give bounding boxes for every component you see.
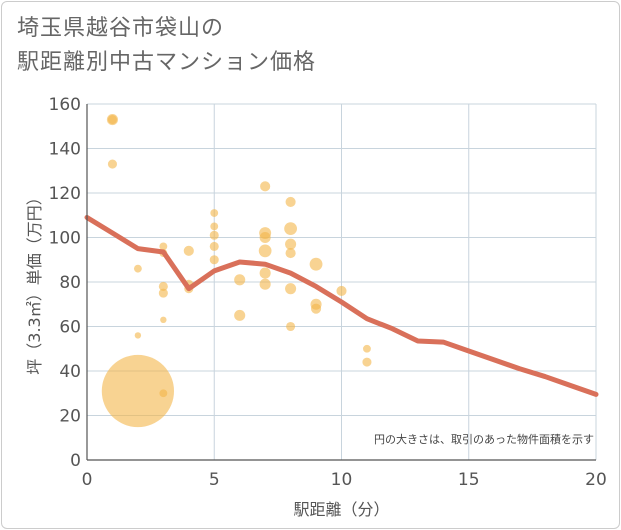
title-line-2: 駅距離別中古マンション価格 <box>17 50 317 75</box>
x-tick-label: 0 <box>82 470 93 490</box>
data-bubble <box>310 303 322 314</box>
data-bubble <box>209 241 219 251</box>
tick-labels: 0 20 40 60 80 100 120 140 160 0 5 10 15 20 <box>49 95 607 490</box>
data-bubble <box>234 274 246 286</box>
y-tick-label: 40 <box>59 362 81 382</box>
data-bubble <box>159 389 168 398</box>
x-tick-label: 15 <box>458 470 480 490</box>
data-bubble <box>210 209 219 217</box>
data-bubble <box>259 267 271 279</box>
data-bubble <box>363 344 371 353</box>
data-bubble <box>260 181 271 192</box>
data-bubble <box>209 230 219 240</box>
data-bubble <box>285 238 297 250</box>
data-bubble <box>309 257 323 271</box>
data-bubble <box>107 159 117 169</box>
data-bubble <box>209 255 219 265</box>
data-bubble <box>258 244 272 258</box>
x-tick-label: 10 <box>331 470 353 490</box>
trend-line <box>84 214 599 397</box>
data-bubble <box>284 222 297 236</box>
data-bubble <box>285 248 296 259</box>
data-bubble <box>259 278 271 290</box>
data-bubble <box>107 115 117 125</box>
y-axis-label: 坪（3.3㎡）単価（万円） <box>25 189 44 374</box>
data-bubble <box>285 283 297 295</box>
data-bubble <box>234 309 246 321</box>
trend-line-group <box>84 214 599 397</box>
y-tick-label: 0 <box>70 451 81 471</box>
x-tick-label: 5 <box>209 470 220 490</box>
data-bubble <box>159 242 168 251</box>
data-bubble <box>210 222 219 231</box>
y-tick-label: 100 <box>49 229 81 249</box>
y-tick-label: 60 <box>59 318 81 338</box>
data-bubble <box>134 332 142 339</box>
data-bubble <box>285 196 296 207</box>
title-line-1: 埼玉県越谷市袋山の <box>17 16 225 41</box>
data-bubble <box>101 354 175 428</box>
y-tick-label: 20 <box>59 407 81 427</box>
data-bubble <box>158 288 168 298</box>
data-bubble <box>286 321 296 332</box>
axes <box>86 104 596 461</box>
data-bubble <box>259 231 271 244</box>
data-bubble <box>158 281 168 291</box>
data-bubble <box>183 245 194 256</box>
size-note: 円の大きさは、取引のあった物件面積を示す <box>374 432 594 446</box>
y-tick-label: 140 <box>49 140 81 160</box>
x-tick-label: 20 <box>585 470 607 490</box>
data-bubble <box>362 357 372 367</box>
data-bubble <box>133 264 142 273</box>
chart-title: 埼玉県越谷市袋山の 駅距離別中古マンション価格 <box>17 12 316 80</box>
y-tick-label: 120 <box>49 184 81 204</box>
data-bubble <box>160 316 167 324</box>
bubble-series <box>101 114 372 428</box>
x-axis-label: 駅距離（分） <box>293 500 389 519</box>
y-tick-label: 80 <box>59 273 81 293</box>
data-bubble <box>336 285 347 296</box>
y-tick-label: 160 <box>49 95 81 115</box>
